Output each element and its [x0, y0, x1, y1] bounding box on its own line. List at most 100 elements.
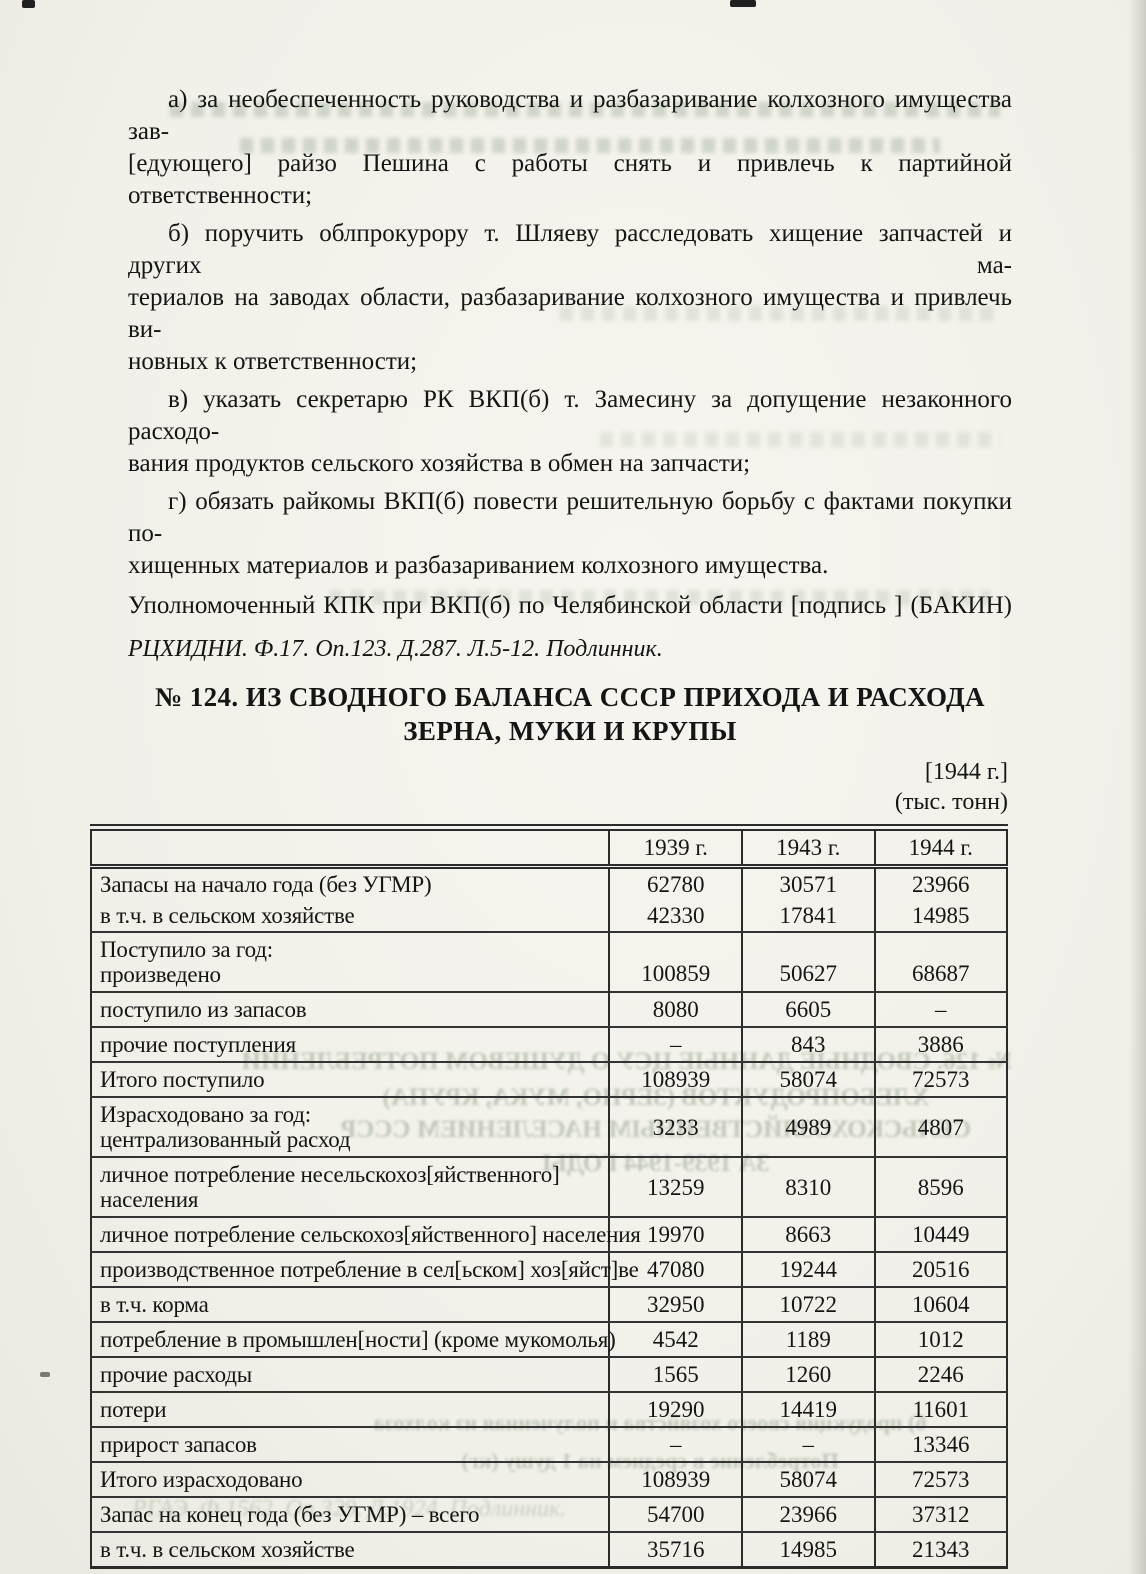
cell-value: 23966	[873, 866, 1007, 900]
cell-value: 17841	[741, 900, 875, 933]
table-row: Запас на конец года (без УГМР) – всего 54…	[91, 1497, 1007, 1533]
table-row: в т.ч. корма 32950 10722 10604	[91, 1287, 1007, 1323]
cell-value: 62780	[608, 866, 742, 900]
table-row: Израсходовано за год: централизованный ра…	[91, 1097, 1007, 1158]
row-label-line: Израсходовано за год:	[100, 1102, 311, 1127]
cell-value: 13259	[608, 1157, 742, 1218]
cell-value: 58074	[741, 1462, 875, 1498]
cell-value: 19244	[741, 1252, 875, 1288]
page-content: а) за необеспеченность руководства и раз…	[90, 84, 1012, 1574]
column-header-year: 1944 г.	[873, 827, 1007, 869]
table-row: прирост запасов – –13346	[91, 1427, 1007, 1463]
table-row: Запасы на начало года (без УГМР) 62780 305…	[91, 866, 1007, 900]
paragraph: б) поручить облпрокурору т. Шляеву рассл…	[128, 218, 1012, 378]
paragraph-line: в) указать секретарю РК ВКП(б) т. Замеси…	[128, 386, 1012, 445]
row-label-line: населения	[100, 1187, 199, 1212]
table-row: прочие расходы 1565 1260 2246	[91, 1357, 1007, 1393]
row-label-line: произведено	[100, 962, 221, 987]
cell-value: 1189	[741, 1322, 875, 1358]
paragraph-line: [едующего] райзо Пешина с работы снять и…	[128, 150, 1012, 209]
cell-value: 4807	[873, 1097, 1007, 1158]
row-label: прирост запасов	[91, 1427, 610, 1463]
balance-table: 1939 г. 1943 г. 1944 г. Запасы на начало г…	[90, 824, 1008, 1569]
row-label: личное потребление несельскохоз[яйственн…	[91, 1157, 610, 1218]
document-title-line2: ЗЕРНА, МУКИ И КРУПЫ	[403, 716, 737, 746]
cell-value: 4542	[608, 1322, 742, 1358]
cell-value: –	[741, 1427, 875, 1463]
table-row: потребление в промышлен[ности] (кроме му…	[91, 1322, 1007, 1358]
cell-value: 13346	[873, 1427, 1007, 1463]
table-row: прочие поступления –843 3886	[91, 1027, 1007, 1063]
cell-value: 14985	[873, 900, 1007, 933]
cell-value: 20516	[873, 1252, 1007, 1288]
row-label-line: централизованный расход	[100, 1127, 351, 1152]
cell-value: 108939	[608, 1462, 742, 1498]
column-header-year: 1943 г.	[741, 827, 875, 869]
table-row: Поступило за год: произведено 100859 50627 6…	[91, 932, 1007, 993]
scan-artifact	[22, 0, 35, 8]
cell-value: 35716	[608, 1532, 742, 1568]
row-label-line: Поступило за год:	[100, 937, 273, 962]
cell-value: 37312	[873, 1497, 1007, 1533]
cell-value: 14419	[741, 1392, 875, 1428]
row-label: прочие расходы	[91, 1357, 610, 1393]
cell-value: 68687	[873, 932, 1007, 993]
doc-date: [1944 г.]	[924, 759, 1008, 785]
cell-value: 1012	[873, 1322, 1007, 1358]
cell-value: 21343	[873, 1532, 1007, 1568]
table-row: Итого израсходовано 108939 58074 72573	[91, 1462, 1007, 1498]
column-header-label	[91, 827, 610, 869]
paragraph-line: хищенных материалов и разбазариванием ко…	[128, 552, 829, 579]
resolution-paragraphs: а) за необеспеченность руководства и раз…	[128, 84, 1012, 582]
document-title-line1: № 124. ИЗ СВОДНОГО БАЛАНСА СССР ПРИХОДА …	[155, 682, 985, 712]
cell-value: 2246	[873, 1357, 1007, 1393]
cell-value: –	[873, 992, 1007, 1028]
table-row: в т.ч. в сельском хозяйстве 35716 14985 213…	[91, 1532, 1007, 1568]
signatory-line: Уполномоченный КПК при ВКП(б) по Челябин…	[128, 592, 1012, 619]
row-label: потребление в промышлен[ности] (кроме му…	[91, 1322, 616, 1358]
paragraph-line: г) обязать райкомы ВКП(б) повести решите…	[128, 488, 1012, 547]
archive-reference-1: РЦХИДНИ. Ф.17. Оп.123. Д.287. Л.5-12. По…	[128, 636, 663, 662]
doc-units: (тыс. тонн)	[894, 789, 1008, 815]
paragraph-line: новных к ответственности;	[128, 348, 418, 375]
table-row: Итого поступило 108939 58074 72573	[91, 1062, 1007, 1098]
cell-value: 3886	[873, 1027, 1007, 1063]
table-header-row: 1939 г. 1943 г. 1944 г.	[91, 827, 1007, 869]
paragraph-line: б) поручить облпрокурору т. Шляеву рассл…	[128, 220, 1012, 279]
cell-value: 3233	[608, 1097, 742, 1158]
table-zone: [1944 г.] (тыс. тонн) 1939 г. 1943 г. 1944…	[90, 758, 1008, 1574]
table-row: личное потребление сельскохоз[яйственног…	[91, 1217, 1007, 1253]
table-row: потери 19290 14419 11601	[91, 1392, 1007, 1428]
row-label: прочие поступления	[91, 1027, 610, 1063]
cell-value: 10449	[873, 1217, 1007, 1253]
row-label: в т.ч. корма	[91, 1287, 610, 1323]
cell-value: 4989	[741, 1097, 875, 1158]
document-title: № 124. ИЗ СВОДНОГО БАЛАНСА СССР ПРИХОДА …	[128, 680, 1012, 748]
row-label: Поступило за год: произведено	[91, 932, 610, 993]
cell-value: –	[608, 1027, 742, 1063]
table-row: личное потребление несельскохоз[яйственн…	[91, 1157, 1007, 1218]
table-row: в т.ч. в сельском хозяйстве 42330 17841 149…	[91, 900, 1007, 933]
cell-value: 8663	[741, 1217, 875, 1253]
cell-value: 42330	[608, 900, 742, 933]
cell-value: 54700	[608, 1497, 742, 1533]
paragraph: а) за необеспеченность руководства и раз…	[128, 84, 1012, 212]
cell-value: 19290	[608, 1392, 742, 1428]
column-header-year: 1939 г.	[608, 827, 742, 869]
paragraph-line: а) за необеспеченность руководства и раз…	[128, 86, 1012, 145]
cell-value: 8596	[873, 1157, 1007, 1218]
row-label: в т.ч. в сельском хозяйстве	[100, 1537, 355, 1562]
paragraph-line: вания продуктов сельского хозяйства в об…	[128, 450, 751, 477]
cell-value: 10722	[741, 1287, 875, 1323]
cell-value: 11601	[873, 1392, 1007, 1428]
row-label: поступило из запасов	[91, 992, 610, 1028]
cell-value: 30571	[741, 866, 875, 900]
row-label: Запасы на начало года (без УГМР)	[100, 872, 432, 897]
paragraph: в) указать секретарю РК ВКП(б) т. Замеси…	[128, 384, 1012, 480]
scan-artifact	[730, 0, 756, 7]
row-label: личное потребление сельскохоз[яйственног…	[91, 1217, 641, 1253]
row-label: Итого израсходовано	[91, 1462, 610, 1498]
cell-value: 843	[741, 1027, 875, 1063]
row-label-line: личное потребление несельскохоз[яйственн…	[100, 1162, 560, 1187]
